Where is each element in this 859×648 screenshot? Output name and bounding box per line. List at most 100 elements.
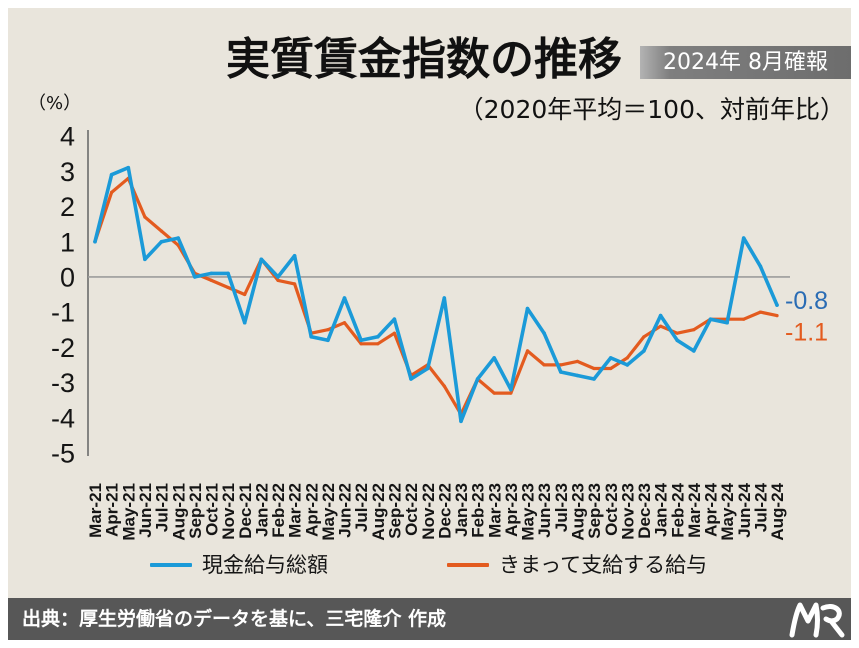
x-tick-label: Nov-23 — [618, 483, 637, 540]
y-tick-label: -2 — [51, 333, 75, 363]
data-point — [442, 296, 447, 300]
x-tick-label: Apr-22 — [302, 483, 321, 537]
x-tick-label: May-24 — [718, 482, 737, 540]
logo-emblem-icon — [789, 602, 845, 638]
data-point — [675, 331, 679, 335]
x-tick-label: Jun-21 — [136, 483, 155, 538]
data-point — [775, 314, 779, 318]
x-tick-label: May-21 — [119, 483, 138, 541]
line-chart: 43210-1-2-3-4-5Mar-21Apr-21May-21Jun-21J… — [51, 122, 828, 541]
data-point — [159, 229, 164, 233]
x-tick-label: Mar-22 — [286, 483, 305, 538]
data-point — [143, 215, 147, 219]
x-tick-label: Mar-24 — [685, 482, 704, 537]
legend-swatch-blue-line — [150, 563, 192, 567]
x-tick-label: Jul-22 — [352, 483, 371, 532]
y-axis-unit-label: （%） — [28, 93, 82, 114]
data-point — [708, 317, 713, 322]
data-point — [659, 324, 663, 328]
data-point — [758, 310, 763, 314]
x-tick-label: Apr-23 — [502, 483, 521, 537]
data-point — [376, 335, 380, 339]
legend-label: きまって支給する給与 — [499, 553, 708, 577]
y-tick-label: 0 — [60, 263, 75, 293]
data-point — [109, 172, 114, 177]
y-tick-label: -5 — [51, 439, 75, 469]
x-tick-label: Jun-23 — [535, 483, 554, 538]
y-tick-label: 2 — [60, 192, 75, 222]
data-point — [575, 359, 580, 363]
x-tick-label: Feb-24 — [668, 482, 687, 537]
data-point — [209, 271, 214, 276]
data-point — [126, 165, 131, 170]
x-tick-label: Apr-21 — [103, 483, 122, 537]
x-tick-label: Jun-24 — [735, 482, 754, 537]
chart-subtitle: （2020年平均＝100、対前年比） — [458, 95, 845, 124]
data-point — [609, 366, 613, 371]
x-tick-label: May-23 — [519, 483, 538, 541]
data-point — [276, 275, 280, 279]
legend-swatch-orange-line — [447, 563, 489, 567]
x-tick-label: Apr-24 — [702, 482, 721, 536]
data-point — [692, 328, 696, 332]
report-badge: 2024年 8月確報 — [640, 46, 851, 79]
data-point — [459, 419, 463, 424]
x-tick-label: Sep-23 — [585, 483, 604, 539]
data-point — [193, 275, 197, 279]
x-tick-label: Mar-23 — [485, 483, 504, 538]
data-point — [742, 317, 746, 321]
data-point — [392, 317, 397, 322]
data-point — [625, 356, 629, 360]
data-point — [409, 377, 413, 381]
data-point — [575, 373, 580, 378]
data-point — [93, 239, 97, 244]
data-point — [242, 320, 247, 325]
x-tick-label: Nov-22 — [419, 483, 438, 540]
x-tick-label: Jul-23 — [552, 483, 571, 532]
data-point — [509, 387, 513, 392]
data-point — [658, 313, 663, 318]
series-line-genkin-kyuyo-sogaku — [93, 165, 779, 424]
data-point — [775, 303, 779, 307]
data-point — [243, 292, 247, 297]
y-tick-label: 4 — [60, 122, 75, 152]
chart-panel — [8, 8, 851, 598]
data-point — [425, 366, 430, 371]
x-tick-label: Aug-22 — [369, 483, 388, 541]
x-tick-label: Jan-22 — [252, 483, 271, 537]
data-point — [293, 282, 297, 286]
x-tick-label: Sep-22 — [386, 483, 405, 539]
x-tick-label: Sep-21 — [186, 483, 205, 539]
data-point — [625, 363, 630, 367]
end-value-label: -1.1 — [785, 319, 828, 347]
data-point — [326, 338, 330, 343]
x-tick-label: Oct-21 — [203, 483, 222, 536]
data-point — [392, 331, 396, 335]
report-badge-label: 2024年 8月確報 — [663, 50, 828, 75]
data-point — [359, 338, 363, 343]
x-tick-label: Aug-23 — [569, 483, 588, 541]
data-point — [226, 285, 230, 290]
y-tick-label: -3 — [51, 368, 75, 398]
footer-bar: 出典：厚生労働省のデータを基に、三宅隆介 作成 — [8, 598, 851, 640]
x-tick-label: Jan-23 — [452, 483, 471, 537]
data-point — [608, 356, 613, 360]
x-tick-label: Dec-21 — [236, 483, 255, 539]
series-group-genkin-kyuyo-sogaku: -0.8 — [93, 165, 828, 424]
x-tick-label: Jan-24 — [652, 482, 671, 536]
data-point — [176, 236, 180, 240]
data-point — [525, 349, 530, 353]
x-tick-label: Feb-23 — [469, 483, 488, 538]
data-point — [642, 335, 646, 339]
y-tick-label: -1 — [51, 298, 75, 328]
x-tick-label: May-22 — [319, 483, 338, 541]
data-point — [292, 254, 297, 258]
data-point — [475, 377, 480, 381]
y-tick-label: 3 — [60, 157, 75, 187]
data-point — [592, 366, 596, 371]
data-point — [509, 391, 513, 395]
data-point — [492, 356, 497, 360]
chart-title: 実質賃金指数の推移 — [226, 34, 622, 85]
series-group-kimatte-shikyu-kyuyo: -1.1 — [93, 176, 828, 416]
